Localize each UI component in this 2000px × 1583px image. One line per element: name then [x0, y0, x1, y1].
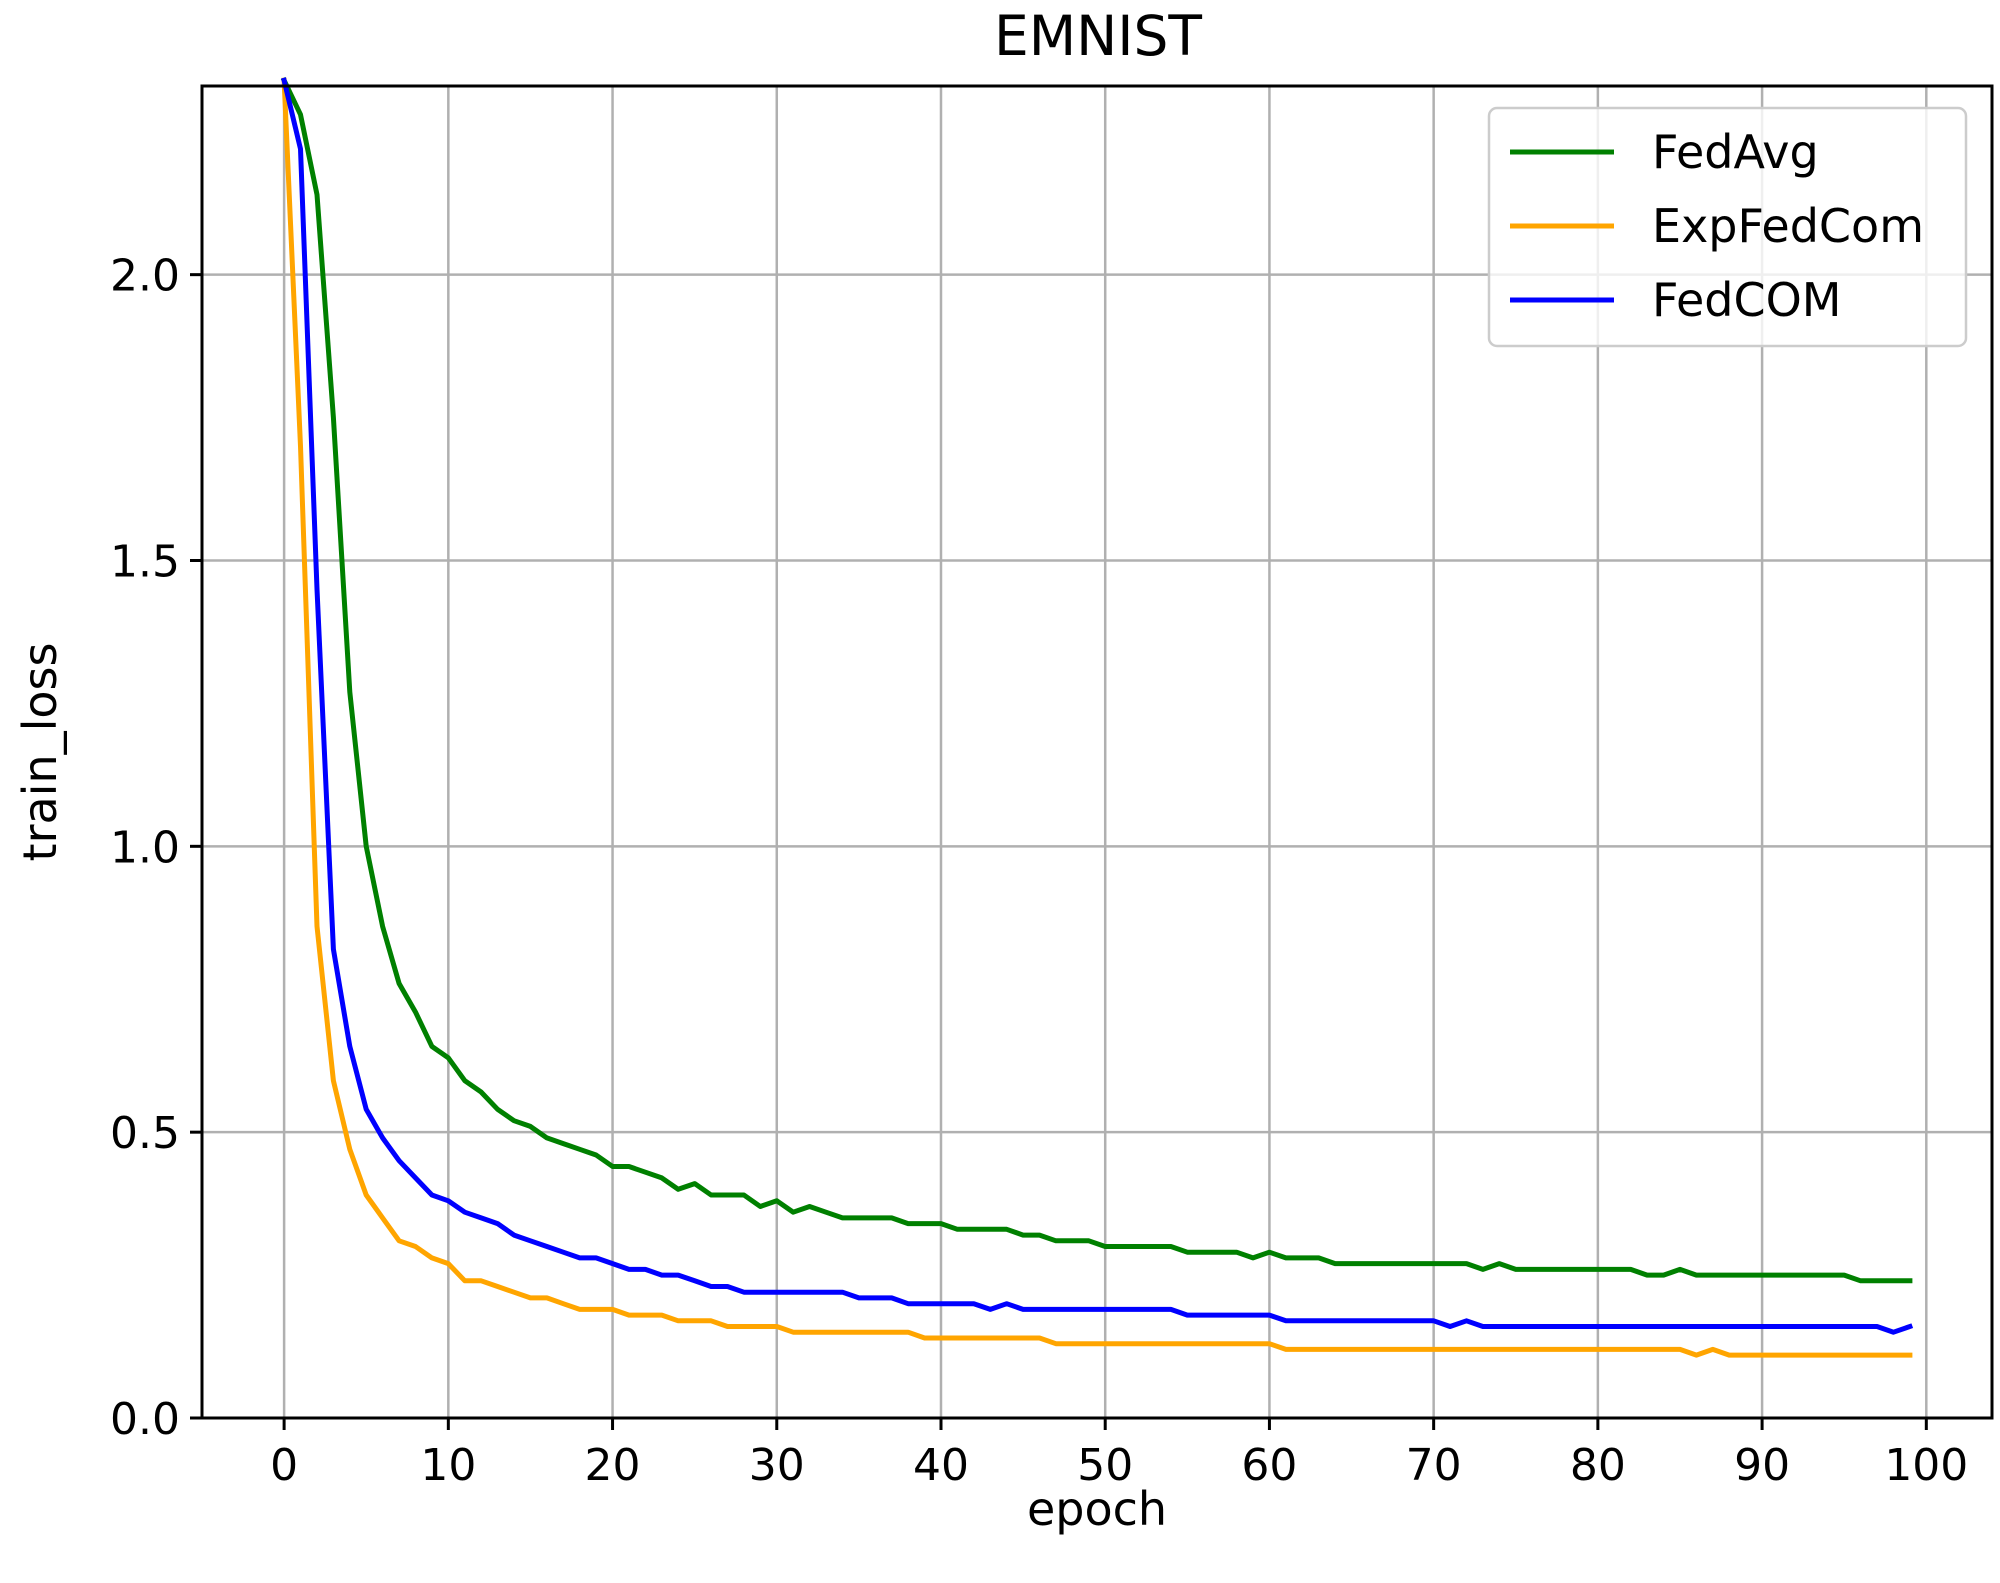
series-line-fedcom: [281, 77, 1914, 1335]
series-line-expfedcom: [281, 77, 1913, 1358]
chart-title: EMNIST: [994, 4, 1202, 68]
y-tick-label: 0.0: [110, 1394, 180, 1445]
legend-label-fedcom: FedCOM: [1652, 273, 1841, 327]
x-tick-label: 40: [913, 1440, 969, 1491]
plot-frame: [200, 84, 1994, 1420]
x-tick-label: 0: [270, 1440, 298, 1491]
legend-label-fedavg: FedAvg: [1652, 125, 1819, 179]
axis-ticks: 0 10 20 30 40 50 60 70 80 90 100 0.0 0.5 1.0 1.5 2.0: [110, 251, 1968, 1491]
x-tick-label: 60: [1241, 1440, 1297, 1491]
x-tick-label: 20: [585, 1440, 641, 1491]
x-tick-label: 100: [1884, 1440, 1968, 1491]
x-tick-label: 80: [1570, 1440, 1626, 1491]
y-axis-title: train_loss: [13, 643, 67, 862]
series-lines: [280, 76, 1914, 1358]
y-tick-label: 2.0: [110, 251, 180, 302]
y-tick-label: 1.5: [110, 536, 180, 587]
x-tick-label: 70: [1406, 1440, 1462, 1491]
y-tick-label: 0.5: [110, 1108, 180, 1159]
x-tick-label: 50: [1077, 1440, 1133, 1491]
legend-box: [1487, 106, 1968, 348]
x-tick-label: 90: [1734, 1440, 1790, 1491]
legend: FedAvg ExpFedCom FedCOM: [1487, 106, 1968, 348]
x-tick-label: 10: [420, 1440, 476, 1491]
x-tick-label: 30: [749, 1440, 805, 1491]
series-line-fedavg: [280, 76, 1913, 1284]
y-tick-label: 1.0: [110, 822, 180, 873]
legend-label-expfedcom: ExpFedCom: [1652, 199, 1924, 253]
x-axis-title: epoch: [1027, 1482, 1167, 1536]
